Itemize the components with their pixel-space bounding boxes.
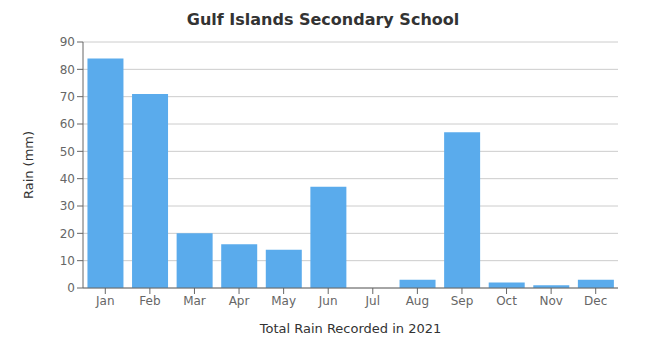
svg-text:20: 20 bbox=[60, 227, 75, 241]
svg-text:40: 40 bbox=[60, 172, 75, 186]
svg-text:0: 0 bbox=[67, 281, 75, 295]
svg-text:90: 90 bbox=[60, 35, 75, 49]
svg-text:30: 30 bbox=[60, 199, 75, 213]
svg-text:Dec: Dec bbox=[584, 294, 607, 308]
svg-text:60: 60 bbox=[60, 117, 75, 131]
svg-text:Apr: Apr bbox=[229, 294, 250, 308]
svg-text:Oct: Oct bbox=[496, 294, 517, 308]
svg-text:Rain (mm): Rain (mm) bbox=[21, 131, 36, 199]
svg-text:Aug: Aug bbox=[406, 294, 429, 308]
svg-text:Feb: Feb bbox=[139, 294, 160, 308]
svg-text:Nov: Nov bbox=[539, 294, 562, 308]
svg-text:May: May bbox=[271, 294, 296, 308]
svg-text:Total Rain Recorded in 2021: Total Rain Recorded in 2021 bbox=[259, 321, 442, 336]
html-text:Gulf Islands Secondary School: Gulf Islands Secondary School bbox=[186, 10, 460, 29]
svg-text:Sep: Sep bbox=[451, 294, 474, 308]
svg-text:Jan: Jan bbox=[95, 294, 115, 308]
svg-text:Jul: Jul bbox=[365, 294, 380, 308]
svg-text:Jun: Jun bbox=[318, 294, 338, 308]
svg-text:10: 10 bbox=[60, 254, 75, 268]
svg-text:50: 50 bbox=[60, 145, 75, 159]
svg-text:Mar: Mar bbox=[183, 294, 206, 308]
svg-text:70: 70 bbox=[60, 90, 75, 104]
svg-text:80: 80 bbox=[60, 63, 75, 77]
